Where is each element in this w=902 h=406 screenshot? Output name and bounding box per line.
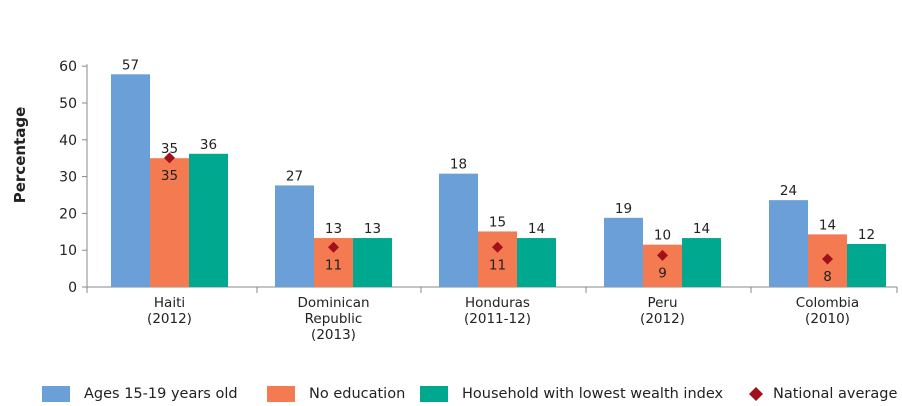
y-tick-label: 10: [59, 243, 77, 259]
y-tick-label: 30: [59, 170, 77, 186]
category-label: (2012): [147, 311, 192, 327]
data-label-noedu: 13: [325, 221, 342, 237]
bar-noedu: [478, 231, 517, 287]
bar-ages: [769, 200, 808, 287]
bar-wealth: [517, 238, 556, 287]
category-label: (2010): [805, 311, 850, 327]
data-label-wealth: 14: [528, 221, 545, 237]
category-label: (2011-12): [464, 311, 531, 327]
bar-wealth: [189, 153, 228, 287]
data-label-ages: 18: [450, 157, 467, 173]
national-average-marker: [822, 253, 833, 265]
data-label-noedu: 35: [161, 141, 178, 157]
national-average-marker: [492, 241, 503, 253]
bar-wealth: [353, 238, 392, 287]
category-labels: Haiti(2012)DominicanRepublic(2013)Hondur…: [147, 295, 859, 343]
data-label-ages: 27: [286, 168, 303, 184]
data-label-ages: 57: [122, 57, 139, 73]
bars: [111, 74, 886, 288]
legend-label-wealth: Household with lowest wealth index: [462, 386, 724, 402]
bar-wealth: [847, 243, 886, 287]
national-average-marker: [328, 241, 339, 253]
y-tick-label: 40: [59, 133, 77, 149]
category-label: Honduras: [465, 295, 530, 311]
legend-label-ages: Ages 15-19 years old: [84, 386, 238, 402]
category-label: (2012): [640, 311, 685, 327]
data-label-noedu: 15: [489, 214, 506, 230]
bar-wealth: [682, 238, 721, 287]
category-label: Republic: [305, 311, 363, 327]
y-tick-label: 20: [59, 206, 77, 222]
bar-ages: [604, 217, 643, 287]
data-label-wealth: 12: [858, 227, 875, 243]
category-label: Peru: [647, 295, 677, 311]
data-label-wealth: 14: [693, 221, 710, 237]
data-label-wealth: 36: [200, 137, 217, 153]
category-label: Dominican: [297, 295, 369, 311]
data-label-wealth: 13: [364, 221, 381, 237]
category-label: Colombia: [796, 295, 859, 311]
data-label-national-average: 35: [161, 168, 178, 184]
data-label-national-average: 11: [489, 257, 506, 273]
bar-ages: [275, 185, 314, 287]
bar-ages: [111, 74, 150, 288]
legend-label-national: National average: [773, 386, 897, 402]
national-average-marker: [164, 152, 175, 164]
national-average-markers: 35 11 11 9 8: [161, 152, 833, 285]
legend-swatch-noedu: [267, 386, 295, 402]
category-label: Haiti: [154, 295, 185, 311]
bar-noedu: [150, 158, 189, 287]
category-label: (2013): [311, 327, 356, 343]
data-label-national-average: 9: [658, 265, 667, 281]
bar-ages: [439, 173, 478, 287]
data-label-ages: 19: [615, 201, 632, 217]
data-label-noedu: 10: [654, 228, 671, 244]
legend-label-noedu: No education: [309, 386, 405, 402]
data-labels: 57 27 18 19 24 35 13 15 10 14 36 13 14 14 12: [122, 57, 875, 243]
data-label-ages: 24: [780, 183, 797, 199]
y-axis-title: Percentage: [11, 107, 29, 204]
legend: Ages 15-19 years old No education Househol…: [42, 386, 897, 402]
national-average-marker: [657, 249, 668, 261]
data-label-noedu: 14: [819, 217, 836, 233]
legend-swatch-ages: [42, 386, 70, 402]
data-label-national-average: 8: [823, 269, 832, 285]
y-tick-label: 60: [59, 59, 77, 75]
data-label-national-average: 11: [325, 257, 342, 273]
y-tick-label: 0: [68, 280, 77, 296]
y-tick-label: 50: [59, 96, 77, 112]
legend-swatch-national: [749, 387, 763, 401]
legend-swatch-wealth: [420, 386, 448, 402]
